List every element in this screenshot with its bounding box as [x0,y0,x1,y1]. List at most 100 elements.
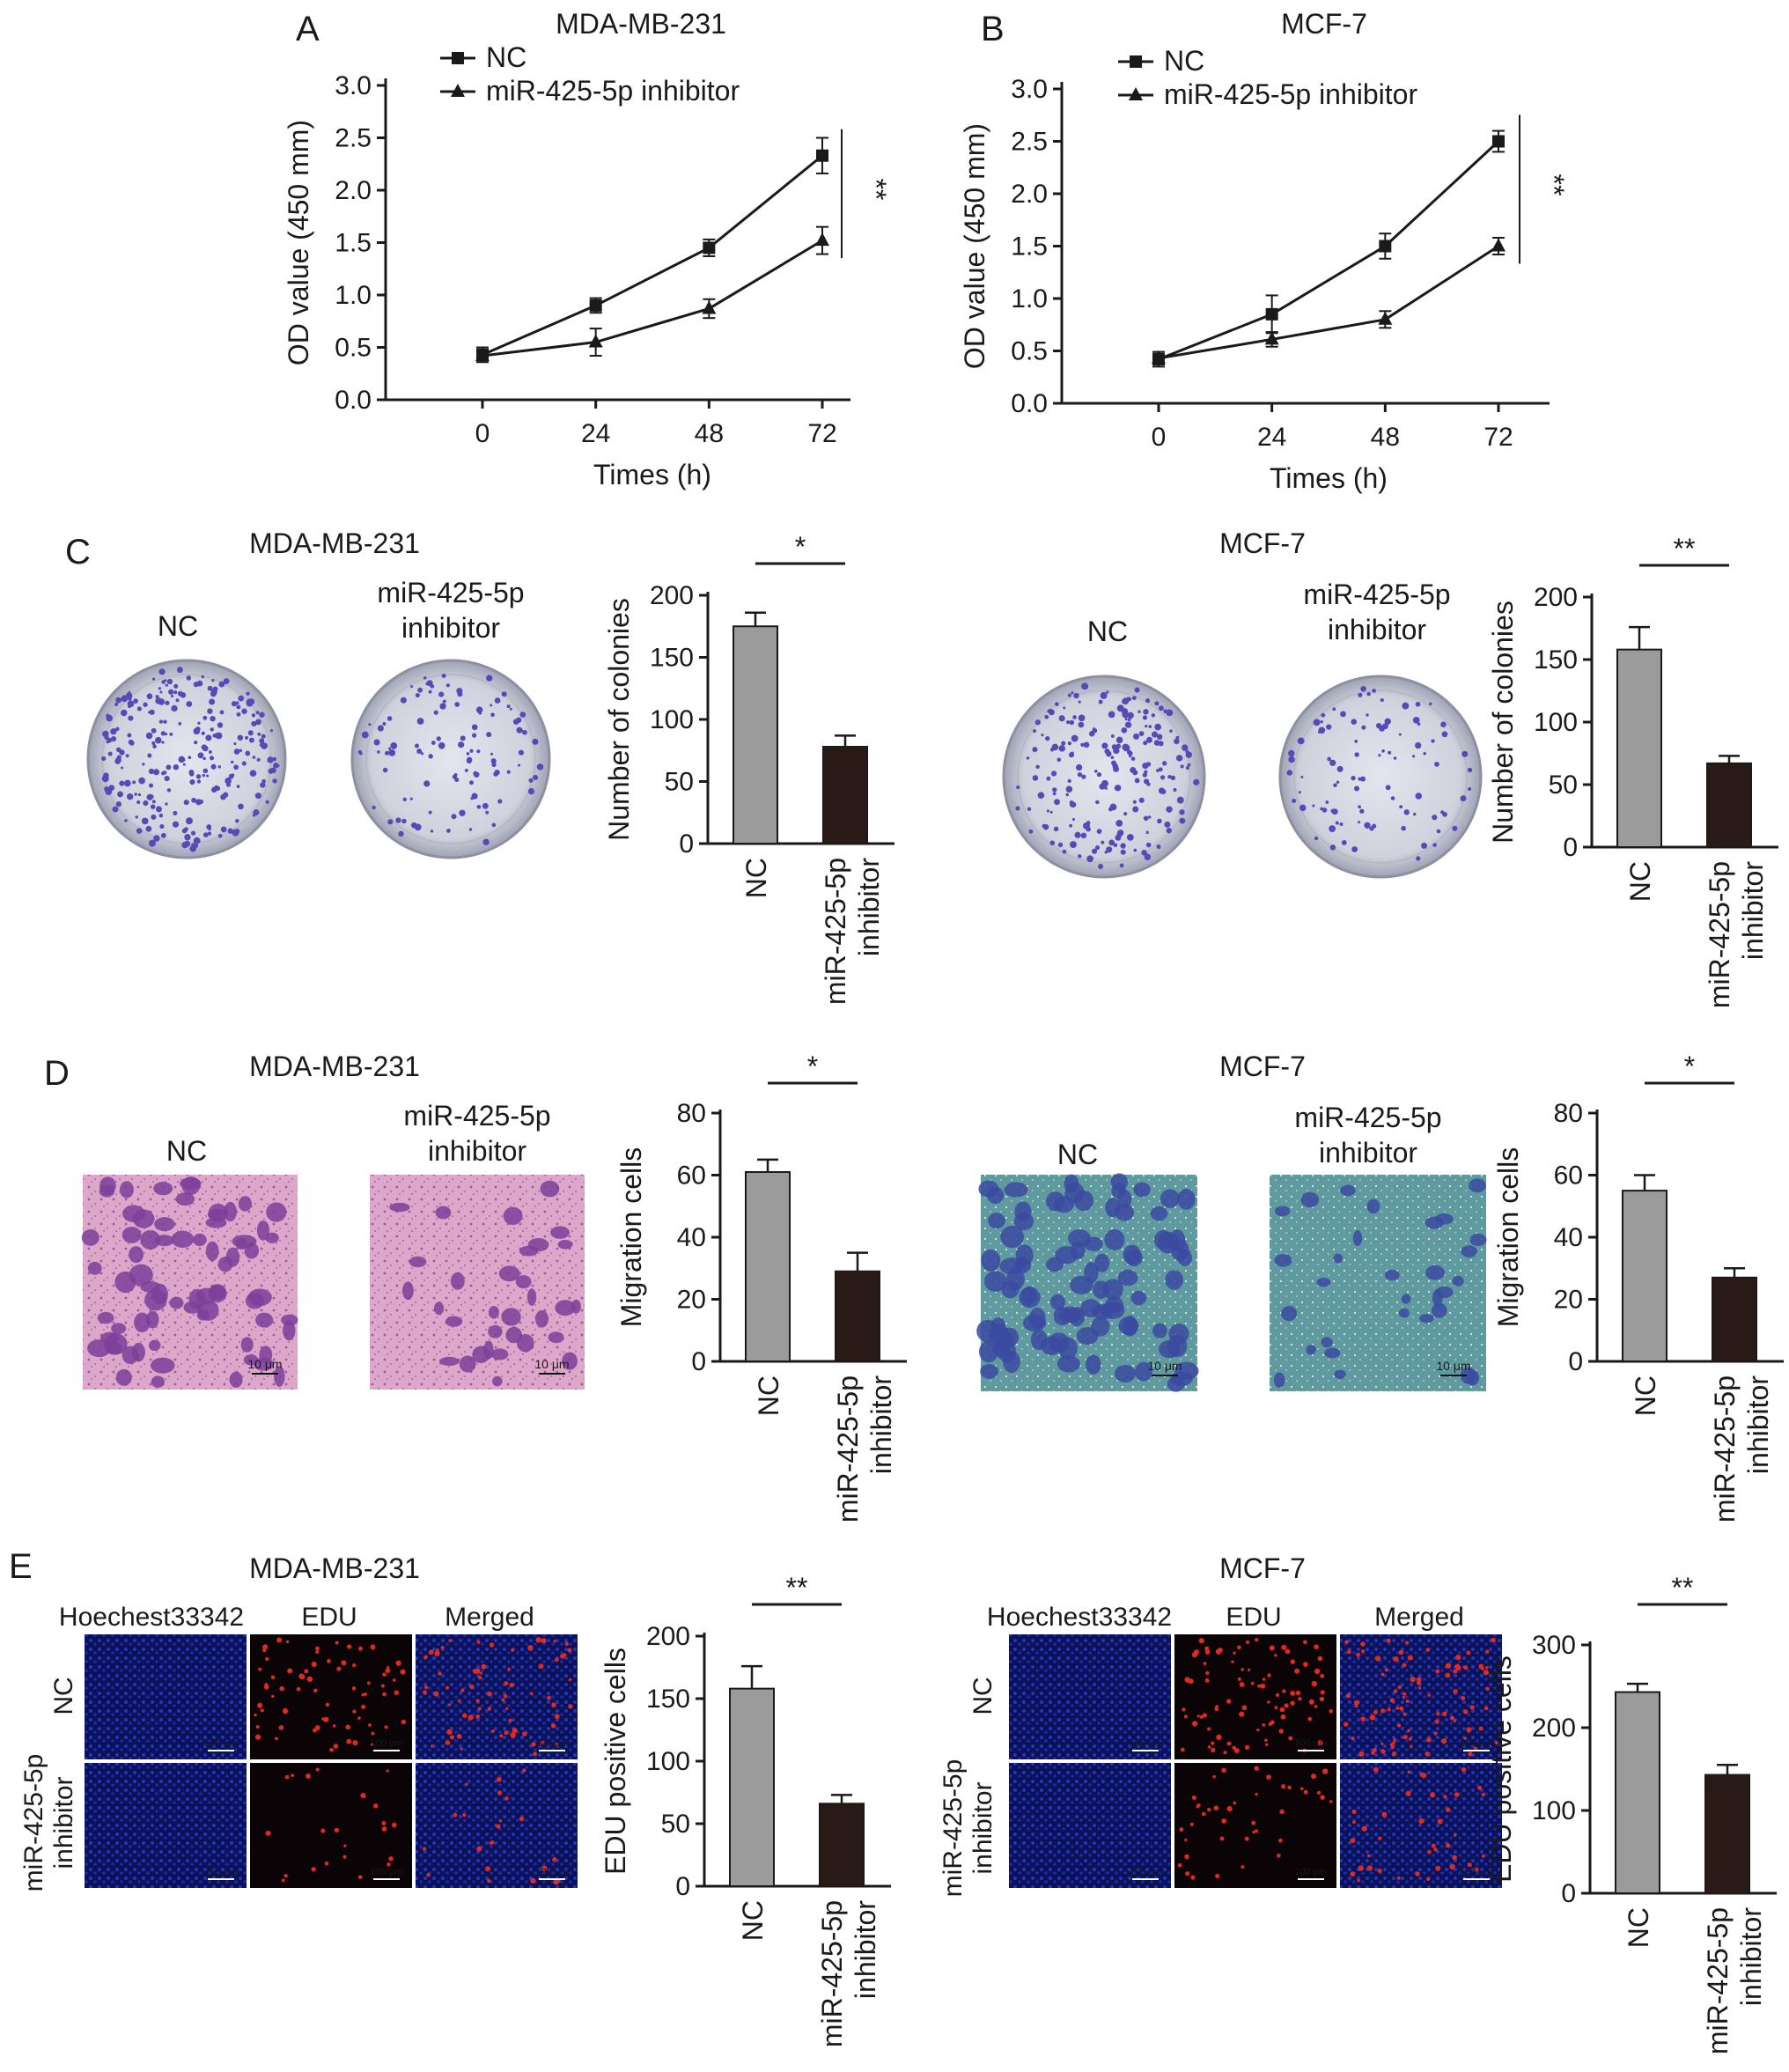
colony [155,695,159,699]
category-label-nc: NC [1624,861,1656,902]
colony [1169,729,1173,734]
colony [1158,767,1163,772]
edu-positive-cell [448,1639,453,1642]
data-point-triangle [588,334,603,348]
edu-positive-cell [265,1830,271,1836]
colony [1167,775,1172,779]
colony [430,830,434,833]
colony [368,723,372,726]
data-point-square [1265,307,1278,321]
section-title-e-right: MCF-7 [1219,1552,1306,1584]
colony [1142,715,1148,720]
colony [102,730,109,738]
colony [1137,710,1141,714]
colony [260,782,266,788]
edu-positive-cell [1443,1795,1447,1799]
edu-positive-cell [501,1698,505,1702]
colony [220,826,227,833]
y-axis-label: Number of colonies [603,598,635,841]
edu-positive-cell [1416,1677,1422,1683]
edu-positive-cell [255,1725,260,1729]
bar-inhibitor [1704,1773,1750,1894]
edu-tile: 100 μm [85,1763,247,1888]
edu-positive-cell [1204,1649,1211,1655]
colony [1156,844,1161,850]
colony [1063,706,1066,710]
colony [1412,755,1416,758]
cell [1029,1307,1046,1330]
colony [1351,846,1358,852]
colony [129,701,132,704]
edu-positive-cell [1219,1836,1225,1841]
colony [473,771,478,776]
edu-positive-cell [504,1681,509,1686]
colony [428,689,432,694]
edu-positive-cell [271,1694,275,1699]
cell [983,1271,1007,1292]
colony [1026,756,1030,760]
edu-positive-cell [352,1663,357,1668]
bar-chart-migration-mcf7: 0 20 40 60 80 Migration cells NC miR-425-5pinhi… [1492,1051,1784,1523]
edu-positive-cell [1425,1648,1430,1652]
cell [121,1227,142,1243]
cell [97,1311,114,1324]
colony [388,748,396,756]
edu-positive-cell [284,1774,290,1780]
colony [1182,744,1189,751]
edu-image-grid-mcf7: 100 μm 100 μm 100 μm 100 μm 100 μm 100 μm [1009,1634,1502,1888]
category-label-line: miR-425-5p [820,858,851,1005]
colony [1461,750,1469,757]
colony [217,765,222,769]
edu-positive-cell [1442,1711,1447,1717]
edu-positive-cell [497,1790,503,1795]
edu-col-label-edu-left: EDU [301,1603,357,1632]
colony [1436,829,1441,834]
edu-positive-cell [343,1844,347,1847]
edu-positive-cell [1463,1665,1469,1670]
colony [257,732,261,736]
colony [478,712,482,715]
edu-positive-cell [347,1644,352,1649]
edu-positive-cell [1298,1697,1302,1701]
colony [133,698,138,704]
cell [988,1213,1005,1229]
edu-positive-cell [1344,1722,1349,1727]
colony [1086,855,1093,863]
edu-positive-cell [1380,1742,1384,1746]
edu-positive-cell [1179,1827,1184,1832]
colony [173,683,179,689]
colony [377,750,380,754]
colony [1166,828,1173,834]
colony [239,748,243,753]
edu-positive-cell [564,1641,569,1646]
category-label-inhibitor: miR-425-5pinhibitor [816,1900,881,2048]
legend-label: NC [1164,45,1204,77]
edu-positive-cell [382,1672,387,1677]
colony [136,828,143,834]
colony [121,766,124,770]
colony [382,722,387,726]
colony [223,678,230,684]
edu-positive-cell [357,1875,363,1880]
colony [1080,832,1087,839]
y-tick-label: 2.0 [335,176,372,205]
edu-positive-cell [491,1729,495,1733]
transwell-image-nc-mda: 10 μm [81,1175,298,1390]
edu-positive-cell [1433,1847,1438,1852]
edu-positive-cell [1247,1668,1251,1671]
edu-positive-cell [1389,1743,1395,1747]
colony [246,699,254,707]
colony [1180,764,1184,769]
colony [1329,759,1336,766]
colony [1143,709,1149,715]
edu-positive-cell [424,1685,429,1690]
edu-positive-cell [1202,1713,1207,1718]
colony [189,844,196,852]
y-axis-label: OD value (450 mm) [283,120,314,365]
bar-inhibitor [1712,1276,1757,1362]
cell [1000,1225,1025,1249]
colony [1313,719,1321,726]
colony [1111,744,1117,750]
data-point-triangle [1152,350,1166,364]
cell [402,1281,414,1301]
